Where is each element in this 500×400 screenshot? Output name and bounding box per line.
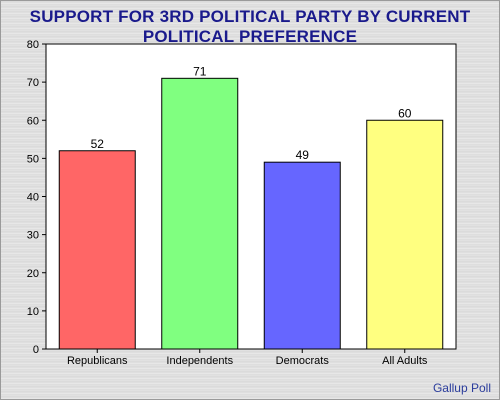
- bar-independents: [161, 77, 239, 350]
- x-tick-label: Democrats: [276, 355, 330, 367]
- data-label: 52: [91, 137, 105, 151]
- bar-republicans: [58, 150, 136, 350]
- y-tick-label: 20: [27, 268, 39, 280]
- y-tick-label: 40: [27, 192, 39, 204]
- y-tick-label: 70: [27, 77, 39, 89]
- chart-title-line-2: POLITICAL PREFERENCE: [142, 27, 358, 46]
- x-tick-label: Republicans: [67, 355, 128, 367]
- y-tick-label: 0: [33, 344, 39, 356]
- y-tick-label: 50: [27, 153, 39, 165]
- y-tick-label: 60: [27, 115, 39, 127]
- bar-all-adults: [366, 119, 444, 350]
- chart-title-line-1: SUPPORT FOR 3RD POLITICAL PARTY BY CURRE…: [29, 7, 471, 26]
- chart-title: SUPPORT FOR 3RD POLITICAL PARTY BY CURRE…: [1, 7, 499, 47]
- y-tick-label: 30: [27, 230, 39, 242]
- y-tick-label: 80: [27, 39, 39, 51]
- data-label: 49: [296, 148, 310, 162]
- y-tick-label: 10: [27, 306, 39, 318]
- x-tick-label: All Adults: [382, 355, 428, 367]
- x-tick-label: Independents: [166, 355, 233, 367]
- data-label: 71: [193, 64, 207, 78]
- data-label: 60: [398, 106, 412, 120]
- bar-democrats: [263, 161, 341, 350]
- source-note: Gallup Poll: [432, 381, 491, 395]
